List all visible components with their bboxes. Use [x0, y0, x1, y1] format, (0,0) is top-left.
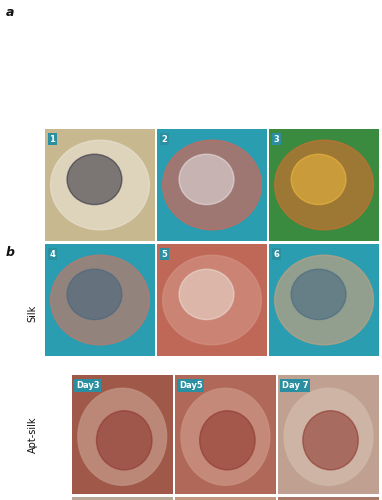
Ellipse shape: [291, 154, 346, 204]
Ellipse shape: [163, 140, 261, 230]
Ellipse shape: [291, 269, 346, 320]
Text: 5: 5: [162, 250, 167, 258]
Text: Silk: Silk: [28, 304, 37, 322]
Text: 4: 4: [49, 250, 55, 258]
Text: 1: 1: [49, 134, 55, 143]
Ellipse shape: [284, 388, 373, 485]
Ellipse shape: [163, 255, 261, 345]
Text: b: b: [6, 246, 15, 259]
Text: 6: 6: [274, 250, 280, 258]
Text: 2: 2: [162, 134, 167, 143]
Ellipse shape: [50, 255, 149, 345]
Ellipse shape: [275, 140, 374, 230]
Ellipse shape: [67, 154, 122, 204]
Ellipse shape: [303, 410, 358, 470]
Text: Day 7: Day 7: [282, 381, 309, 390]
Text: Apt-silk: Apt-silk: [28, 416, 37, 453]
Text: Day3: Day3: [76, 381, 99, 390]
Ellipse shape: [275, 255, 374, 345]
Ellipse shape: [97, 410, 152, 470]
Ellipse shape: [200, 410, 255, 470]
Text: 3: 3: [274, 134, 279, 143]
Ellipse shape: [179, 269, 234, 320]
Text: Day5: Day5: [179, 381, 203, 390]
Text: a: a: [6, 6, 14, 19]
Ellipse shape: [179, 154, 234, 204]
Ellipse shape: [50, 140, 149, 230]
Ellipse shape: [67, 269, 122, 320]
Ellipse shape: [78, 388, 167, 485]
Ellipse shape: [181, 388, 270, 485]
